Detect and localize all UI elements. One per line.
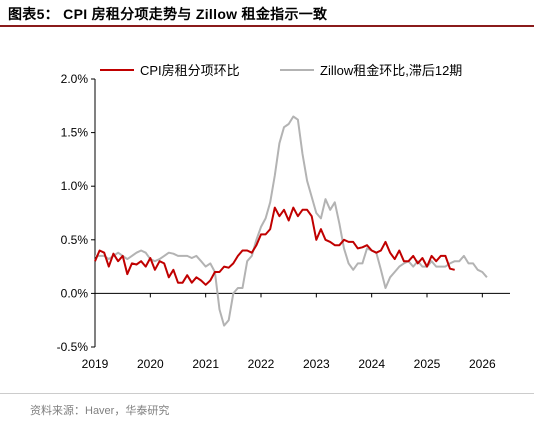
y-tick-label: 2.0% [61, 72, 89, 86]
chart-axes: -0.5% 0.0% 0.5% 1.0% 1.5% 2.0% 2019 2020 2021 202… [57, 72, 510, 371]
y-tick-label: 0.5% [61, 233, 89, 247]
legend-cpi-rent-label: CPI房租分项环比 [140, 63, 240, 78]
x-tick-label: 2024 [358, 357, 385, 371]
x-tick-label: 2019 [82, 357, 109, 371]
legend-zillow-rent-label: Zillow租金环比,滞后12期 [320, 63, 462, 78]
cpi-rent-line [94, 206, 455, 286]
figure-title: 图表5： CPI 房租分项走势与 Zillow 租金指示一致 [8, 6, 328, 22]
y-tick-label: 0.0% [61, 286, 89, 300]
chart-legend: CPI房租分项环比 Zillow租金环比,滞后12期 [100, 63, 462, 78]
x-tick-label: 2020 [137, 357, 164, 371]
chart-series [94, 115, 488, 327]
y-tick-label: 1.5% [61, 126, 89, 140]
line-chart: -0.5% 0.0% 0.5% 1.0% 1.5% 2.0% 2019 2020 2021 202… [57, 63, 510, 371]
x-tick-label: 2022 [248, 357, 275, 371]
x-tick-label: 2023 [303, 357, 330, 371]
title-divider [0, 25, 534, 27]
zillow-rent-line [95, 115, 488, 327]
x-tick-label: 2026 [469, 357, 496, 371]
y-tick-label: -0.5% [57, 340, 89, 354]
x-tick-label: 2025 [414, 357, 441, 371]
source-divider [0, 393, 534, 394]
x-tick-label: 2021 [192, 357, 219, 371]
source-note: 资料来源：Haver，华泰研究 [30, 405, 170, 417]
y-tick-label: 1.0% [61, 179, 89, 193]
